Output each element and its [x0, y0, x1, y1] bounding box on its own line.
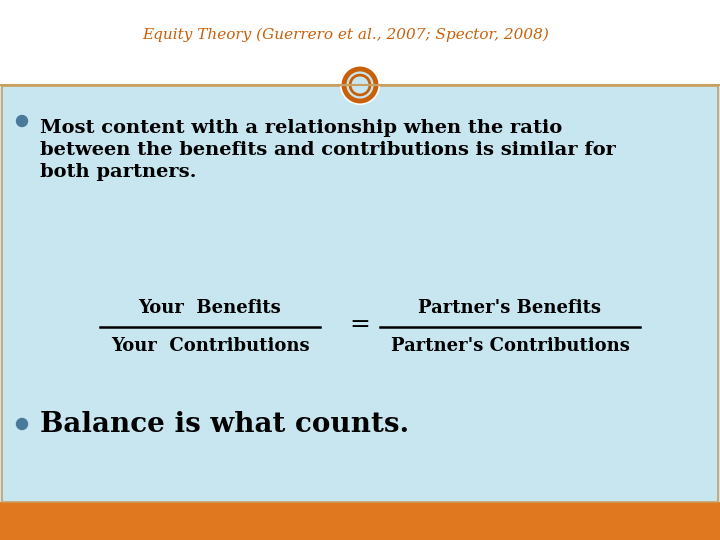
Circle shape — [344, 69, 376, 101]
Circle shape — [17, 418, 27, 429]
Bar — [0, 0, 720, 85]
Text: Partner's Contributions: Partner's Contributions — [390, 337, 629, 355]
Bar — [0, 85, 720, 502]
Text: Your  Contributions: Your Contributions — [111, 337, 310, 355]
Bar — [0, 502, 720, 540]
Text: both partners.: both partners. — [40, 163, 197, 181]
Circle shape — [17, 116, 27, 126]
Text: =: = — [350, 313, 370, 336]
Text: Balance is what counts.: Balance is what counts. — [40, 410, 409, 437]
Circle shape — [340, 65, 380, 105]
Text: between the benefits and contributions is similar for: between the benefits and contributions i… — [40, 141, 616, 159]
Text: Your  Benefits: Your Benefits — [139, 299, 282, 317]
Circle shape — [350, 75, 370, 95]
Text: Most content with a relationship when the ratio: Most content with a relationship when th… — [40, 119, 562, 137]
Bar — [2, 86, 718, 502]
Text: Equity Theory (Guerrero et al., 2007; Spector, 2008): Equity Theory (Guerrero et al., 2007; Sp… — [142, 28, 549, 42]
Text: Partner's Benefits: Partner's Benefits — [418, 299, 601, 317]
